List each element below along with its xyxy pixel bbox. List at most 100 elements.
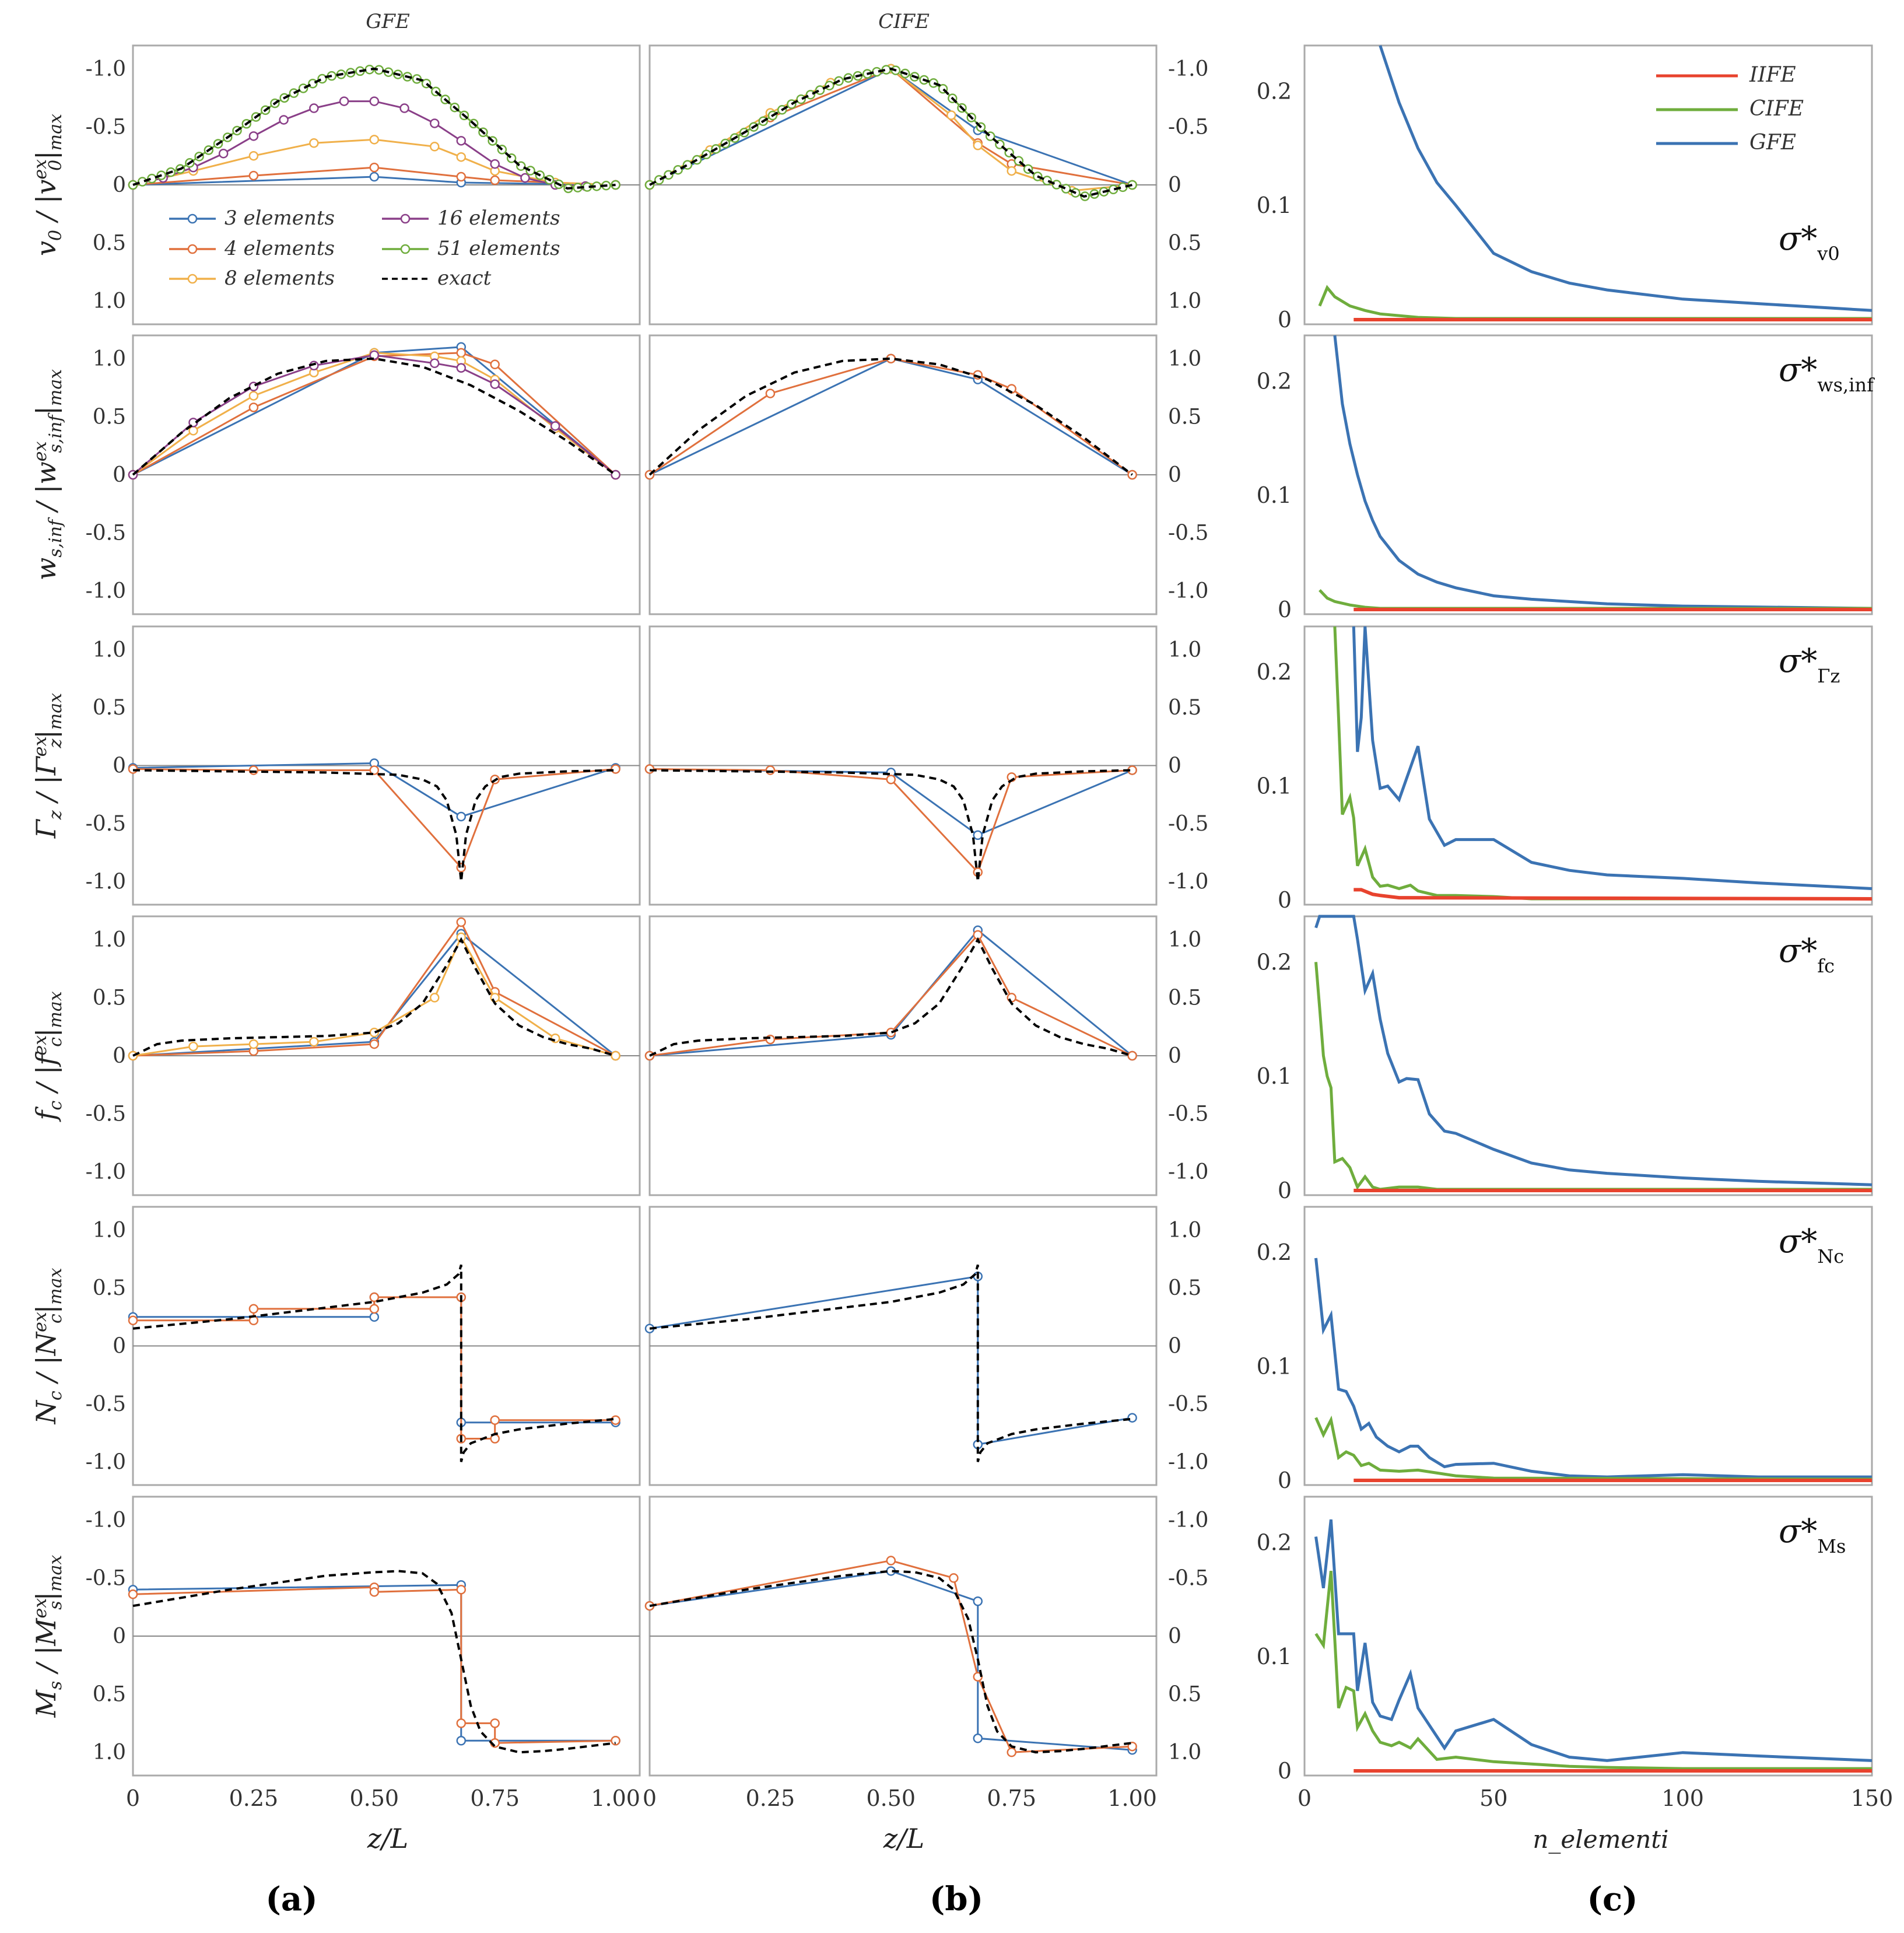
- data-point-51-elements-b-row1: [928, 78, 939, 88]
- y-tick-label-b-row5: 1.0: [1168, 1218, 1201, 1242]
- y-tick-label-b-row2: 0.5: [1168, 405, 1201, 429]
- exact-line-a-row5: [132, 1264, 616, 1462]
- data-point-4-elements-a-row1: [490, 175, 500, 185]
- y-tick-label-b-row4: 1.0: [1168, 928, 1201, 952]
- column-title-gfe: GFE: [366, 10, 410, 33]
- series-line-4-elements-a-row3: [132, 768, 616, 870]
- series-line-8-elements-a-row2: [132, 352, 616, 476]
- x-tick-label-c-row6: 0: [1298, 1785, 1312, 1811]
- data-point-8-elements-a-row2: [188, 426, 198, 436]
- data-point-8-elements-a-row4: [248, 1039, 259, 1049]
- legend-entry-c: GFE: [1749, 131, 1796, 155]
- y-tick-label-b-row1: 1.0: [1168, 289, 1201, 313]
- x-tick-label-c-row6: 50: [1479, 1785, 1507, 1811]
- data-point-51-elements-b-row1: [673, 164, 683, 175]
- legend-entry: 3 elements: [225, 206, 335, 230]
- exact-line-a-row2: [132, 357, 616, 476]
- x-tick-label-a-row6: 1.00: [591, 1785, 640, 1811]
- data-point-16-elements-a-row2: [430, 358, 440, 369]
- y-tick-label-a-row3: -1.0: [86, 870, 126, 894]
- y-tick-label-a-row5: -0.5: [86, 1392, 126, 1416]
- data-point-4-elements-a-row6: [456, 1718, 467, 1728]
- series-line-4-elements-b-row6: [649, 1559, 1132, 1753]
- data-point-4-elements-a-row5: [248, 1304, 259, 1314]
- data-point-16-elements-a-row1: [520, 173, 530, 183]
- legend-entry-c: IIFE: [1749, 63, 1796, 87]
- y-tick-label-a-row4: 1.0: [93, 928, 126, 952]
- data-point-4-elements-b-row4: [1127, 1050, 1137, 1061]
- series-line-CIFE-c-row5: [1314, 1415, 1873, 1481]
- y-axis-label-row2: ws,inf / |wexs,inf|max: [30, 369, 66, 580]
- legend-marker: [187, 244, 198, 254]
- y-tick-label-b-row1: -1.0: [1168, 57, 1208, 81]
- y-tick-label-b-row4: 0: [1168, 1044, 1181, 1068]
- series-line-4-elements-a-row4: [132, 920, 616, 1057]
- panel-label-a: (a): [265, 1880, 317, 1918]
- y-tick-label-c-row4: 0.2: [1257, 949, 1292, 975]
- exact-line-a-row1: [132, 67, 616, 190]
- y-tick-label-c-row6: 0.2: [1257, 1529, 1292, 1555]
- data-point-51-elements-b-row1: [682, 160, 693, 170]
- y-tick-label-b-row3: 0: [1168, 754, 1181, 778]
- y-tick-label-b-row6: -1.0: [1168, 1508, 1208, 1532]
- y-tick-label-c-row1: 0.2: [1257, 78, 1292, 104]
- series-line-GFE-c-row1: [1379, 45, 1873, 312]
- data-point-51-elements-b-row1: [654, 175, 664, 185]
- data-point-4-elements-a-row6: [128, 1589, 138, 1599]
- data-point-51-elements-b-row1: [805, 90, 816, 100]
- series-line-GFE-c-row4: [1314, 915, 1873, 1186]
- series-line-4-elements-b-row4: [649, 933, 1133, 1057]
- x-tick-label-a-row6: 0: [126, 1785, 140, 1811]
- data-point-16-elements-a-row1: [399, 103, 409, 113]
- legend-marker: [187, 213, 198, 224]
- y-tick-label-b-row6: -0.5: [1168, 1566, 1208, 1590]
- data-point-4-elements-a-row1: [248, 170, 259, 181]
- y-tick-label-b-row5: -0.5: [1168, 1392, 1208, 1416]
- data-point-51-elements-b-row1: [664, 170, 674, 180]
- data-point-8-elements-a-row1: [309, 138, 319, 148]
- data-point-51-elements-b-row1: [825, 80, 834, 90]
- y-tick-label-c-row2: 0.2: [1257, 368, 1292, 394]
- y-tick-label-b-row5: 0: [1168, 1335, 1181, 1358]
- y-tick-label-b-row6: 0: [1168, 1624, 1181, 1648]
- y-tick-label-a-row6: 0.5: [93, 1683, 126, 1707]
- data-point-4-elements-a-row5: [490, 1415, 500, 1425]
- sigma-label-c-row1: σ*v0: [1779, 220, 1840, 265]
- data-point-51-elements-b-row1: [796, 94, 806, 104]
- data-point-8-elements-a-row1: [430, 142, 440, 152]
- y-tick-label-c-row2: 0: [1278, 597, 1292, 622]
- exact-line-b-row2: [648, 357, 1133, 476]
- data-point-4-elements-a-row2: [248, 402, 259, 412]
- legend-entry-c: CIFE: [1749, 97, 1804, 121]
- y-tick-label-b-row2: 1.0: [1168, 347, 1201, 371]
- data-point-16-elements-a-row1: [248, 131, 259, 141]
- legend-entry: 16 elements: [437, 206, 560, 230]
- y-tick-label-c-row1: 0.1: [1257, 192, 1292, 218]
- y-tick-label-b-row3: -0.5: [1168, 812, 1208, 836]
- data-point-3-elements-a-row6: [456, 1736, 467, 1746]
- exact-line-b-row5: [649, 1264, 1132, 1462]
- y-tick-label-b-row4: -1.0: [1168, 1160, 1208, 1184]
- series-line-3-elements-a-row6: [132, 1584, 616, 1742]
- data-layer: [128, 45, 1873, 1773]
- y-tick-label-a-row5: 0.5: [93, 1276, 126, 1300]
- y-tick-label-a-row5: -1.0: [86, 1450, 126, 1474]
- panel-label-c: (c): [1587, 1880, 1637, 1918]
- plot-frame-c-row1: [1303, 44, 1873, 325]
- sigma-label-c-row3: σ*Γz: [1779, 642, 1840, 687]
- y-tick-label-a-row3: 0.5: [93, 696, 126, 720]
- exact-line-a-row3: [132, 769, 616, 882]
- plot-frame-c-row5: [1303, 1206, 1873, 1486]
- y-tick-label-b-row2: 0: [1168, 463, 1181, 487]
- plot-frame-c-row6: [1303, 1496, 1873, 1777]
- data-point-3-elements-a-row1: [369, 171, 380, 182]
- y-tick-label-a-row1: 0: [113, 173, 126, 197]
- x-tick-label-b-row6: 0.50: [867, 1785, 916, 1811]
- data-point-51-elements-a-row1: [317, 73, 327, 84]
- data-point-8-elements-b-row1: [1007, 166, 1016, 176]
- series-line-3-elements-a-row2: [132, 346, 616, 476]
- series-line-CIFE-c-row4: [1314, 962, 1872, 1191]
- y-tick-label-b-row2: -0.5: [1168, 521, 1208, 545]
- series-line-4-elements-b-row1: [649, 68, 1132, 186]
- data-point-4-elements-a-row1: [456, 171, 467, 182]
